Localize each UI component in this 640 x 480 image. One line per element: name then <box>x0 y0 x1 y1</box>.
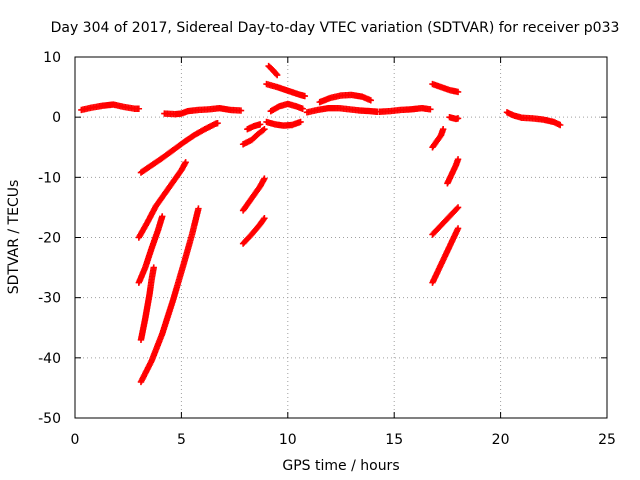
series-track <box>429 225 462 286</box>
axis-ticks: 0 5 10 15 20 25 -50 -40 -30 -20 -10 0 10 <box>38 50 616 448</box>
y-tick-label: -20 <box>38 231 61 247</box>
series-track <box>267 100 306 115</box>
data-point <box>367 97 374 104</box>
x-tick-label: 0 <box>71 432 80 448</box>
data-point <box>237 107 245 114</box>
series-track <box>263 80 309 100</box>
series-track <box>429 80 462 96</box>
data-point <box>439 126 447 133</box>
y-tick-label: -30 <box>38 291 61 307</box>
data-point <box>299 105 306 112</box>
data-point <box>259 126 267 134</box>
data-point <box>195 205 202 212</box>
series-track <box>239 175 268 214</box>
x-tick-label: 5 <box>177 432 186 448</box>
data-point <box>297 118 304 126</box>
series-track <box>303 104 381 116</box>
y-tick-label: 0 <box>52 110 61 126</box>
series-track <box>137 205 202 386</box>
series-track <box>78 101 143 114</box>
data-point <box>182 159 189 166</box>
y-tick-label: -40 <box>38 351 61 367</box>
data-point <box>454 88 462 96</box>
data-point <box>556 121 564 129</box>
data-point <box>261 126 268 133</box>
data-point <box>261 215 268 222</box>
series-track <box>239 126 268 148</box>
series-track <box>376 104 434 115</box>
series-track <box>429 126 447 151</box>
series-track <box>161 104 245 118</box>
x-tick-label: 20 <box>492 432 510 448</box>
series-track <box>503 109 564 129</box>
data-point <box>301 92 309 100</box>
data-point <box>261 175 268 182</box>
data-point <box>159 213 166 220</box>
data-point <box>260 216 267 223</box>
series-track <box>239 215 268 247</box>
chart-title: Day 304 of 2017, Sidereal Day-to-day VTE… <box>51 20 620 36</box>
y-axis-label: SDTVAR / TECUs <box>6 180 22 295</box>
data-point <box>454 204 462 211</box>
series-track <box>429 204 462 238</box>
data-point <box>273 70 280 78</box>
series-track <box>444 156 462 187</box>
series-track <box>244 121 264 133</box>
series-track <box>135 159 189 241</box>
y-tick-label: 10 <box>43 50 61 66</box>
x-tick-label: 15 <box>385 432 403 448</box>
series-track <box>137 119 221 176</box>
series-track <box>446 113 462 123</box>
series-track <box>137 264 157 343</box>
x-tick-label: 10 <box>279 432 297 448</box>
data-point <box>273 71 281 79</box>
data-point <box>135 105 143 112</box>
x-axis-label: GPS time / hours <box>282 458 399 474</box>
series-track <box>316 91 374 106</box>
series-track <box>135 213 166 286</box>
series-track <box>265 62 281 79</box>
y-tick-label: -10 <box>38 170 61 186</box>
data-point <box>454 115 462 122</box>
data-point <box>214 119 221 127</box>
x-tick-label: 25 <box>598 432 616 448</box>
data-points <box>78 62 564 386</box>
data-point <box>256 121 264 128</box>
data-point <box>150 264 157 271</box>
data-point <box>454 156 462 163</box>
data-point <box>427 106 434 113</box>
series-track <box>263 118 304 129</box>
data-point <box>453 205 461 212</box>
data-point <box>454 225 462 232</box>
y-tick-label: -50 <box>38 411 61 427</box>
grid <box>75 57 607 418</box>
